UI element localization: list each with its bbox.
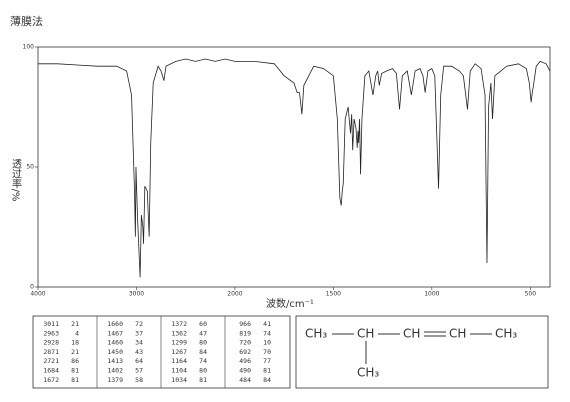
y-tick-label: 100 (23, 44, 35, 51)
peak-wavenumber: 1460 (107, 339, 123, 347)
x-tick-label: 3000 (129, 291, 144, 298)
y-axis-label: 透过率/% (10, 158, 22, 201)
peak-transmittance: 34 (135, 339, 143, 347)
peak-transmittance: 80 (199, 367, 207, 375)
x-tick-label: 2000 (227, 291, 242, 298)
peak-wavenumber: 720 (239, 339, 251, 347)
peak-wavenumber: 1672 (43, 376, 59, 384)
peak-wavenumber: 966 (239, 320, 251, 328)
x-tick-label: 500 (525, 291, 537, 298)
peak-wavenumber: 2963 (43, 329, 59, 337)
group: CH₃ (357, 366, 379, 380)
peak-transmittance: 47 (199, 329, 207, 337)
peak-transmittance: 72 (135, 320, 143, 328)
peak-wavenumber: 484 (239, 376, 251, 384)
peak-wavenumber: 1413 (107, 357, 123, 365)
peak-transmittance: 10 (263, 339, 271, 347)
peak-wavenumber: 1034 (171, 376, 187, 384)
method-title: 薄膜法 (10, 14, 43, 28)
peak-transmittance: 84 (199, 348, 207, 356)
peak-wavenumber: 1362 (171, 329, 187, 337)
group: CH₃ (495, 327, 517, 341)
peak-transmittance: 64 (135, 357, 143, 365)
y-tick-label: 50 (26, 164, 34, 171)
peak-wavenumber: 1299 (171, 339, 187, 347)
peak-wavenumber: 1660 (107, 320, 123, 328)
peak-wavenumber: 1104 (171, 367, 187, 375)
peak-transmittance: 18 (71, 339, 79, 347)
group: CH (449, 327, 466, 341)
peak-transmittance: 74 (263, 329, 271, 337)
peak-transmittance: 21 (71, 348, 79, 356)
peak-wavenumber: 1684 (43, 367, 59, 375)
peak-wavenumber: 1450 (107, 348, 123, 356)
spectrum-line (38, 58, 551, 278)
peak-transmittance: 41 (263, 320, 271, 328)
peak-wavenumber: 3011 (43, 320, 59, 328)
x-tick-label: 1500 (326, 291, 341, 298)
peak-wavenumber: 1164 (171, 357, 187, 365)
peak-transmittance: 86 (71, 357, 79, 365)
group: CH (357, 327, 374, 341)
peak-transmittance: 60 (199, 320, 207, 328)
group: CH₃ (305, 327, 327, 341)
peak-wavenumber: 1467 (107, 329, 123, 337)
peak-transmittance: 43 (135, 348, 143, 356)
peak-wavenumber: 2928 (43, 339, 59, 347)
peak-transmittance: 21 (71, 320, 79, 328)
peak-wavenumber: 1267 (171, 348, 187, 356)
peak-wavenumber: 490 (239, 367, 251, 375)
x-axis-label: 波数/cm⁻¹ (266, 297, 314, 310)
peak-transmittance: 70 (263, 348, 271, 356)
structure-frame (295, 315, 549, 389)
peak-transmittance: 81 (263, 367, 271, 375)
peak-transmittance: 4 (75, 329, 79, 337)
peak-transmittance: 58 (135, 376, 143, 384)
peak-wavenumber: 1372 (171, 320, 187, 328)
structure: CH₃ CH CH CH CH₃ CH₃ (305, 327, 517, 380)
peak-transmittance: 77 (263, 357, 271, 365)
peak-transmittance: 80 (199, 339, 207, 347)
peak-transmittance: 81 (71, 367, 79, 375)
peak-wavenumber: 819 (239, 329, 251, 337)
peak-wavenumber: 496 (239, 357, 251, 365)
group: CH (403, 327, 420, 341)
peak-transmittance: 84 (263, 376, 271, 384)
peak-wavenumber: 2721 (43, 357, 59, 365)
peak-wavenumber: 692 (239, 348, 251, 356)
peak-transmittance: 57 (135, 367, 143, 375)
peak-transmittance: 81 (71, 376, 79, 384)
x-tick-label: 4000 (30, 291, 45, 298)
peak-transmittance: 81 (199, 376, 207, 384)
y-tick-label: 0 (30, 284, 34, 291)
peak-transmittance: 37 (135, 329, 143, 337)
x-tick-label: 1000 (424, 291, 439, 298)
peak-wavenumber: 1379 (107, 376, 123, 384)
peak-table-frame (32, 315, 291, 389)
peak-wavenumber: 2871 (43, 348, 59, 356)
peak-transmittance: 74 (199, 357, 207, 365)
peak-wavenumber: 1402 (107, 367, 123, 375)
